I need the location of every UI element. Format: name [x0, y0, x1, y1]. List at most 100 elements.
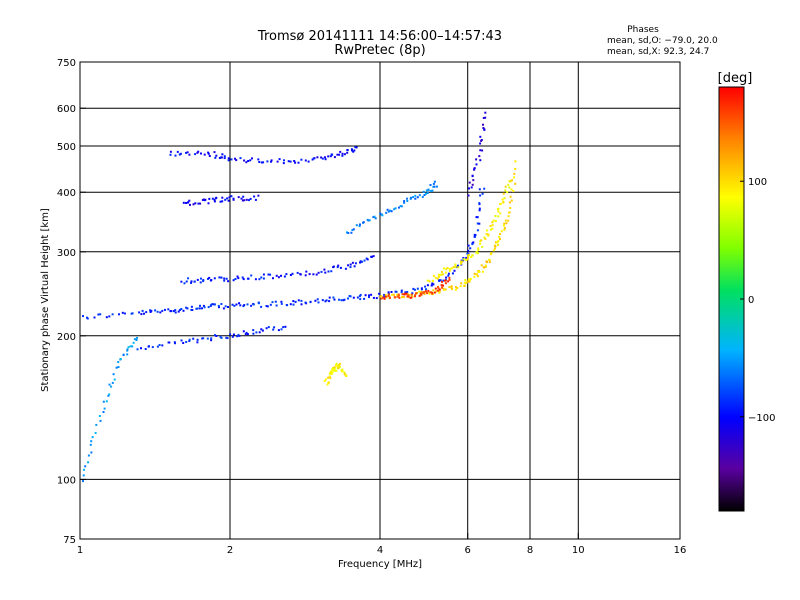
data-point [207, 151, 210, 154]
data-point [437, 285, 439, 288]
data-point [138, 311, 141, 314]
data-point [344, 267, 347, 270]
data-point [323, 268, 326, 271]
data-point [489, 228, 492, 231]
data-point [346, 231, 348, 234]
data-point [207, 306, 210, 309]
data-point [510, 199, 513, 202]
data-point [471, 254, 474, 257]
data-point [159, 311, 162, 314]
data-point [141, 309, 144, 312]
data-point [347, 297, 349, 300]
data-point [333, 367, 336, 370]
data-point [200, 277, 202, 280]
data-point [144, 348, 147, 350]
data-point [194, 202, 197, 205]
data-point [275, 304, 278, 307]
y-tick-label: 300 [57, 248, 76, 259]
data-point [312, 273, 315, 276]
data-point [126, 348, 129, 351]
data-point [327, 376, 330, 379]
data-point [472, 241, 475, 244]
data-point [485, 233, 488, 236]
data-point [244, 333, 247, 336]
data-point [352, 150, 355, 153]
data-point [513, 172, 516, 175]
data-point [241, 276, 244, 279]
data-point [188, 340, 191, 342]
data-point [447, 272, 450, 275]
data-point [422, 292, 425, 295]
data-point [300, 158, 303, 161]
data-point [213, 198, 216, 201]
data-point [354, 262, 357, 265]
data-point [414, 197, 417, 200]
data-point [485, 229, 488, 232]
data-point [133, 338, 136, 341]
data-point [338, 153, 341, 156]
data-point [494, 220, 497, 222]
data-point [335, 369, 338, 372]
data-point [359, 261, 362, 264]
data-point [462, 259, 465, 262]
data-point [246, 333, 249, 336]
data-point [243, 304, 246, 306]
data-point [95, 423, 98, 426]
data-point [484, 111, 487, 114]
data-point [253, 195, 256, 198]
data-point [191, 309, 194, 311]
data-point [396, 295, 399, 298]
data-point [254, 278, 257, 281]
data-point [321, 157, 324, 160]
data-point [247, 277, 250, 280]
data-point [488, 261, 491, 263]
data-point [117, 366, 120, 368]
data-point [123, 312, 126, 315]
data-point [329, 155, 332, 158]
data-point [481, 192, 484, 195]
data-point [353, 265, 356, 268]
x-tick-label: 6 [465, 545, 471, 556]
data-point [497, 210, 500, 213]
data-point [203, 153, 206, 156]
data-point [502, 201, 505, 204]
data-point [497, 243, 499, 246]
data-point [229, 333, 232, 336]
data-point [284, 325, 287, 328]
data-point [242, 330, 245, 333]
data-point [280, 274, 282, 277]
data-point [267, 326, 270, 329]
data-point [317, 301, 320, 304]
data-point [448, 268, 451, 271]
data-point [443, 289, 446, 291]
data-point [230, 158, 233, 161]
data-point [294, 161, 297, 164]
data-point [324, 158, 327, 161]
data-point [494, 241, 497, 244]
data-point [192, 203, 195, 206]
data-point [344, 373, 347, 376]
data-point [225, 277, 228, 280]
data-point [386, 208, 389, 211]
data-point [436, 185, 438, 188]
data-point [358, 225, 361, 228]
data-point [218, 157, 221, 159]
data-point [182, 201, 185, 204]
data-point [331, 369, 334, 372]
data-point [455, 286, 457, 289]
data-point [438, 290, 441, 293]
data-point [218, 276, 221, 279]
data-point [208, 197, 211, 200]
x-tick-label: 16 [674, 545, 687, 556]
y-tick-label: 400 [57, 188, 76, 199]
data-point [445, 276, 448, 279]
data-point [270, 159, 273, 162]
data-point [352, 296, 355, 299]
data-point [434, 287, 437, 290]
data-point [339, 362, 341, 365]
data-point [512, 190, 515, 193]
data-point [187, 277, 190, 280]
data-point [444, 279, 446, 282]
data-point [122, 353, 125, 356]
data-point [226, 197, 229, 200]
